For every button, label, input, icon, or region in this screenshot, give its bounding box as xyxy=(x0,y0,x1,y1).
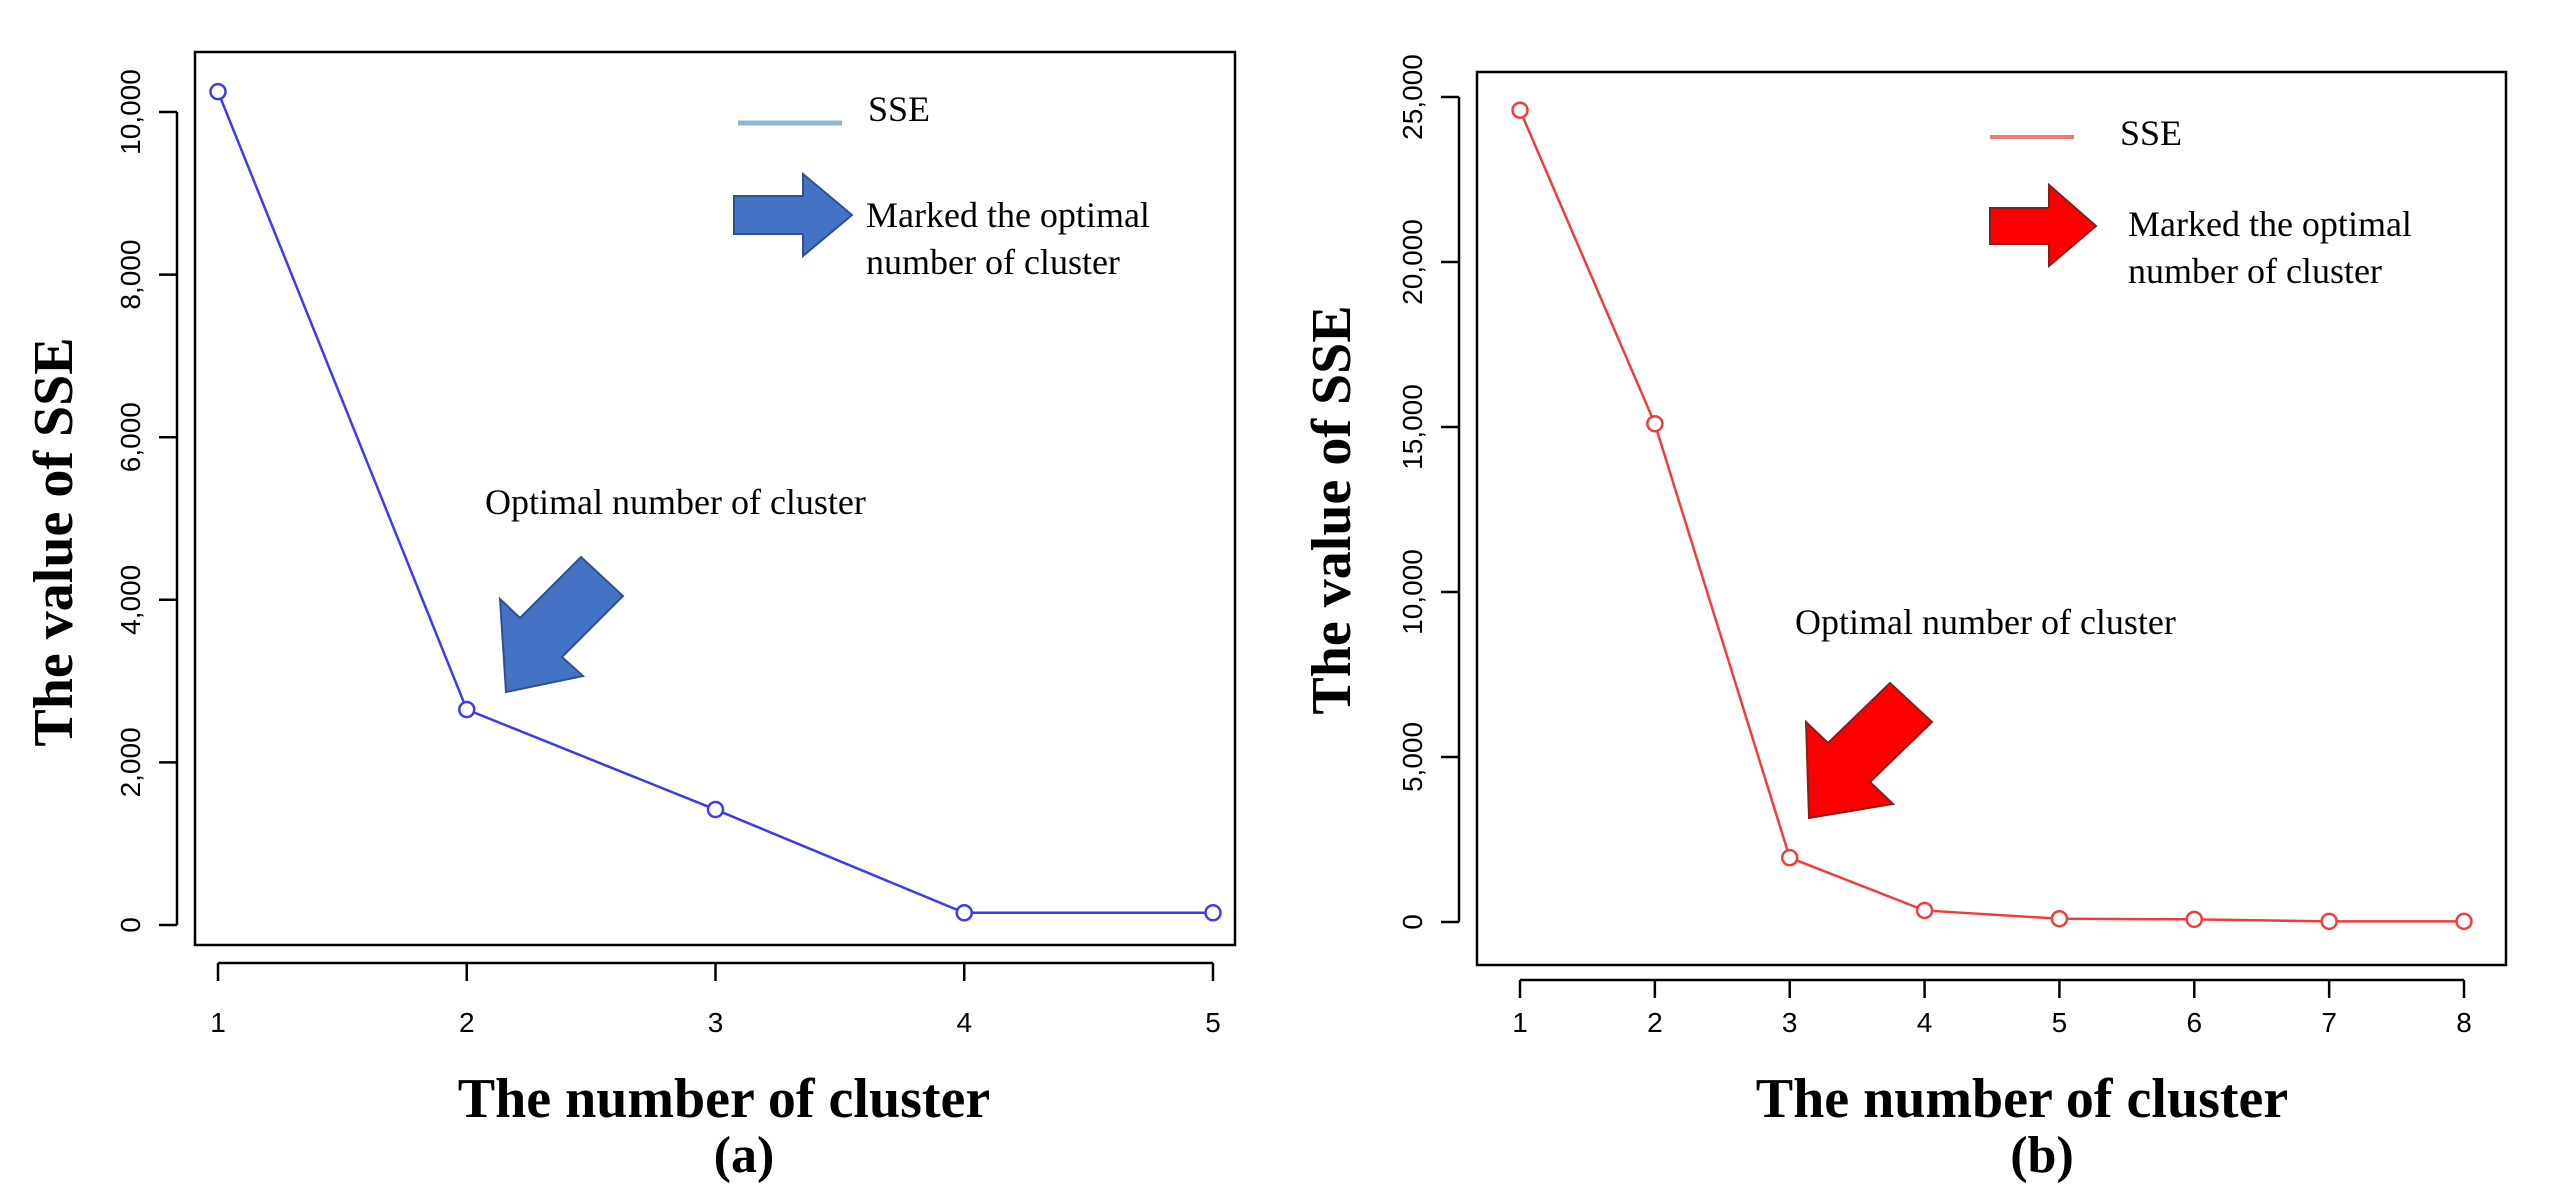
data-point xyxy=(209,82,227,101)
plot-frame-a xyxy=(193,50,1237,947)
x-tick-label: 7 xyxy=(2321,1007,2337,1038)
y-tick-label: 20,000 xyxy=(1397,219,1428,305)
x-tick-label: 1 xyxy=(1512,1007,1528,1038)
x-axis-title-b: The number of cluster xyxy=(1756,1068,2289,1130)
optimal-annotation-b: Optimal number of cluster xyxy=(1795,602,2176,820)
x-tick-label: 3 xyxy=(708,1007,724,1038)
axes-b: 1 2 3 4 5 6 7 8 0 5,000 10,000 15,000 20,000 25,000 xyxy=(1397,54,2472,1038)
right-arrow-icon xyxy=(1989,182,2098,269)
down-left-arrow-icon xyxy=(1804,681,1934,820)
x-tick-label: 1 xyxy=(210,1007,226,1038)
annotation-text-b: Optimal number of cluster xyxy=(1795,602,2176,642)
x-axis-title-a: The number of cluster xyxy=(458,1068,991,1130)
data-point xyxy=(1511,101,1529,119)
panel-label-b: (b) xyxy=(2010,1127,2074,1184)
y-tick-label: 6,000 xyxy=(115,402,146,472)
marker-note-a: Marked the optimal number of cluster xyxy=(733,171,1150,282)
x-tick-label: 4 xyxy=(1917,1007,1933,1038)
series-sse-b xyxy=(1511,101,2473,931)
data-point xyxy=(2185,910,2204,929)
x-tick-label: 5 xyxy=(2052,1007,2068,1038)
x-tick-label: 6 xyxy=(2186,1007,2202,1038)
legend-label-b: SSE xyxy=(2120,113,2182,153)
data-point xyxy=(1780,848,1799,867)
chart-panel-a: 1 2 3 4 5 0 2,000 4,000 6,000 8,000 10,000 SSE Mar… xyxy=(23,50,1237,1184)
y-tick-label: 10,000 xyxy=(1397,549,1428,635)
x-tick-label: 2 xyxy=(1647,1007,1663,1038)
y-tick-label: 25,000 xyxy=(1397,54,1428,140)
data-point xyxy=(1204,904,1222,922)
data-point xyxy=(706,800,725,819)
marker-note-line2-b: number of cluster xyxy=(2128,251,2382,291)
marker-note-line2-a: number of cluster xyxy=(866,242,1120,282)
down-left-arrow-icon xyxy=(498,555,625,694)
marker-note-line1-b: Marked the optimal xyxy=(2128,204,2412,244)
x-tick-label: 4 xyxy=(956,1007,972,1038)
x-tick-label: 2 xyxy=(459,1007,475,1038)
data-point xyxy=(458,700,476,719)
y-tick-label: 15,000 xyxy=(1397,384,1428,470)
axes-a: 1 2 3 4 5 0 2,000 4,000 6,000 8,000 10,000 xyxy=(115,69,1221,1038)
legend-label-a: SSE xyxy=(868,89,930,129)
y-axis-title-b: The value of SSE xyxy=(1301,305,1363,714)
chart-panel-b: 1 2 3 4 5 6 7 8 0 5,000 10,000 15,000 20,000 25,000 S… xyxy=(1301,54,2508,1184)
marker-note-line1-a: Marked the optimal xyxy=(866,195,1150,235)
y-tick-label: 4,000 xyxy=(115,565,146,635)
annotation-text-a: Optimal number of cluster xyxy=(485,482,866,522)
legend-b: SSE xyxy=(1990,113,2182,153)
right-arrow-icon xyxy=(733,171,854,259)
data-point xyxy=(1646,414,1664,433)
x-tick-label: 3 xyxy=(1782,1007,1798,1038)
marker-note-b: Marked the optimal number of cluster xyxy=(1989,182,2412,291)
y-tick-label: 5,000 xyxy=(1397,722,1428,792)
x-tick-label: 5 xyxy=(1205,1007,1221,1038)
y-axis-title-a: The value of SSE xyxy=(23,337,85,746)
y-tick-label: 0 xyxy=(1397,914,1428,930)
x-tick-label: 8 xyxy=(2456,1007,2472,1038)
data-point xyxy=(955,904,973,922)
plot-frame-b xyxy=(1475,70,2508,967)
series-line xyxy=(1518,109,2464,923)
series-sse-a xyxy=(209,82,1222,922)
y-tick-label: 10,000 xyxy=(115,69,146,155)
legend-a: SSE xyxy=(738,89,930,129)
optimal-annotation-a: Optimal number of cluster xyxy=(485,482,866,694)
y-tick-label: 2,000 xyxy=(115,727,146,797)
data-point xyxy=(1915,901,1934,920)
data-point xyxy=(2050,909,2069,928)
data-point xyxy=(2320,912,2338,931)
data-point xyxy=(2455,912,2473,931)
y-tick-label: 0 xyxy=(115,917,146,933)
panel-label-a: (a) xyxy=(714,1127,775,1184)
y-tick-label: 8,000 xyxy=(115,240,146,310)
